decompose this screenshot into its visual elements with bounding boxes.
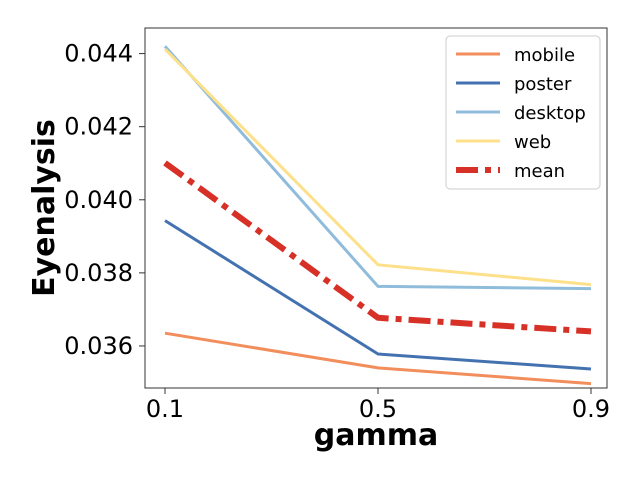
series-line-web	[163, 48, 592, 287]
legend: mobile poster desktop web mean	[445, 35, 601, 190]
series-line-mean	[163, 160, 592, 335]
series-lines	[163, 45, 592, 386]
y-tick-label: 0.042	[64, 113, 133, 141]
legend-label-web: web	[514, 132, 551, 153]
x-tick-label: 0.9	[572, 395, 610, 423]
x-axis-ticks: 0.1 0.5 0.9	[146, 388, 610, 423]
y-axis-title: Eyenalysis	[27, 119, 62, 297]
y-tick-label: 0.040	[64, 186, 133, 214]
x-tick-label: 0.5	[359, 395, 397, 423]
x-tick-label: 0.1	[146, 395, 184, 423]
series-line-poster	[164, 219, 592, 371]
y-tick-label: 0.044	[64, 40, 133, 68]
y-tick-label: 0.036	[64, 332, 133, 360]
legend-label-desktop: desktop	[514, 103, 586, 124]
series-line-desktop	[163, 45, 592, 291]
legend-label-mean: mean	[514, 161, 565, 182]
legend-label-poster: poster	[514, 74, 572, 95]
x-axis-title: gamma	[314, 418, 438, 453]
series-line-mobile	[164, 331, 592, 386]
y-tick-label: 0.038	[64, 259, 133, 287]
legend-frame	[445, 35, 601, 190]
y-axis-ticks: 0.036 0.038 0.040 0.042 0.044	[64, 40, 145, 360]
legend-label-mobile: mobile	[514, 45, 575, 66]
